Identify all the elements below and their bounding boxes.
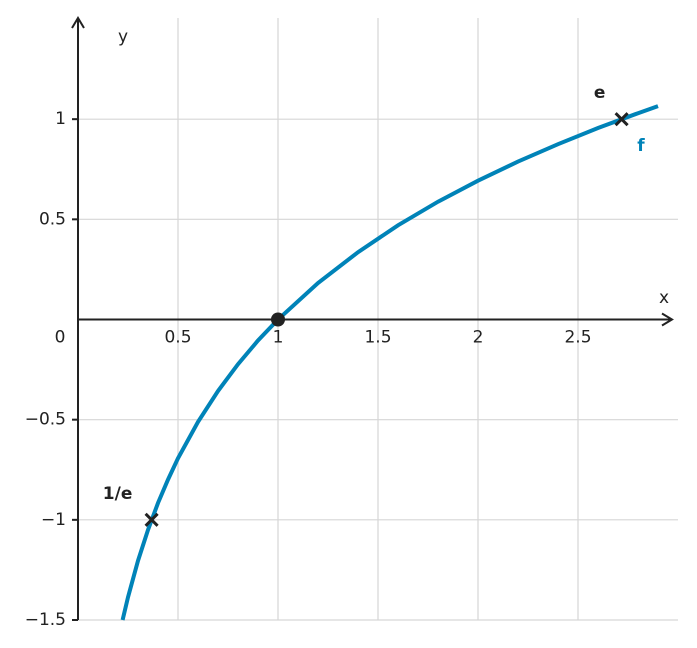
y-axis-arrow [71,16,85,29]
series-label: f [637,136,645,156]
y-tick-label: 0.5 [39,209,66,229]
x-tick-label: 1 [273,328,284,348]
y-axis-label: y [118,27,128,47]
x-axis-arrow [661,312,674,327]
point-label: e [594,83,606,103]
point-cross [614,112,629,127]
x-tick-label: 1.5 [364,328,391,348]
y-tick-label: −0.5 [25,410,66,430]
x-tick-label: 2 [473,328,484,348]
point-cross [144,512,159,527]
point [271,312,285,327]
y-tick-label: −1 [41,510,66,530]
x-tick-label: 2.5 [564,328,591,348]
x-tick-label: 0.5 [164,328,191,348]
x-axis-label: x [659,288,669,308]
y-tick-label: 1 [55,109,66,129]
y-tick-label: −1.5 [25,610,66,630]
point-label: 1/e [103,484,133,504]
x-tick-label: 0 [55,328,66,348]
